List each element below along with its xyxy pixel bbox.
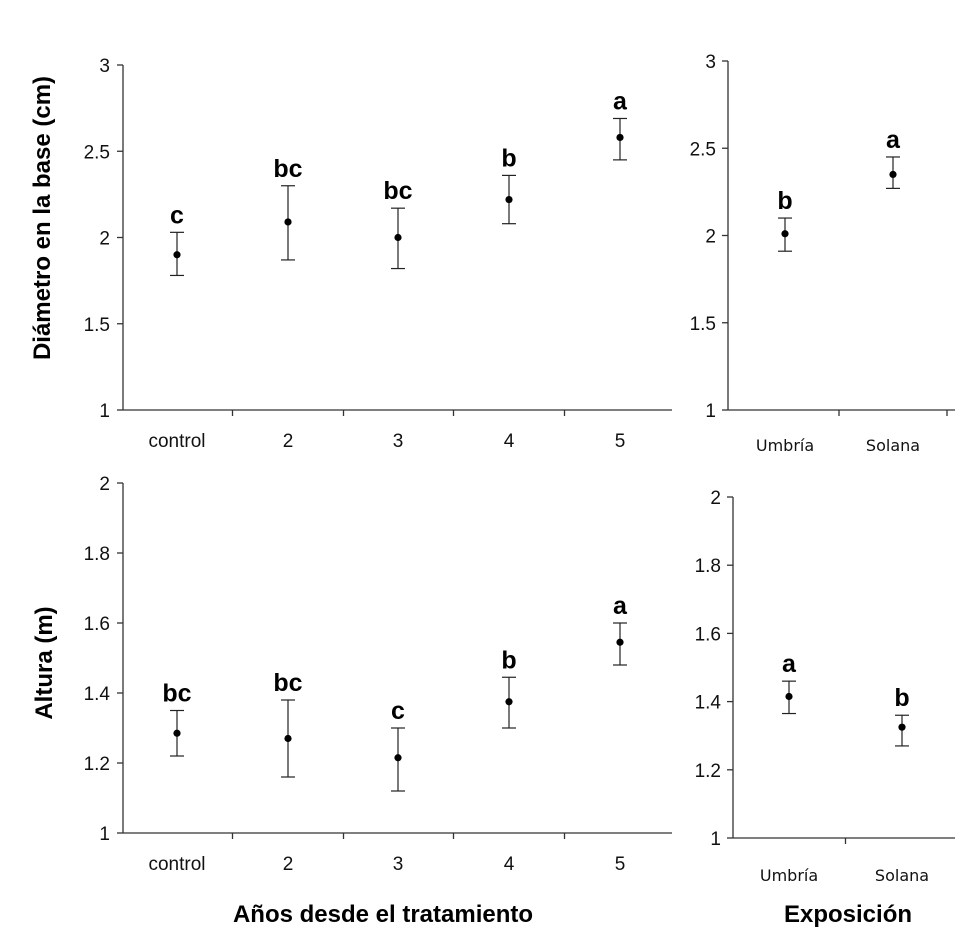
x-tick-label: Solana: [866, 436, 920, 455]
x-tick-label: Umbría: [760, 866, 818, 885]
significance-letter: bc: [273, 669, 302, 697]
y-tick-label: 2.5: [84, 142, 110, 163]
y-tick-label: 1: [710, 829, 721, 850]
x-tick-label: 2: [283, 854, 294, 875]
x-title-exposure: Exposición: [784, 901, 912, 928]
significance-letter: c: [391, 697, 405, 725]
significance-letter: bc: [273, 155, 302, 183]
y-title-height: Altura (m): [31, 606, 58, 719]
data-point: [505, 698, 513, 706]
data-point: [173, 729, 181, 737]
y-tick-label: 3: [99, 56, 110, 77]
y-tick-label: 1.8: [84, 544, 110, 565]
x-tick-label: Solana: [875, 866, 929, 885]
y-tick-label: 2: [710, 488, 721, 509]
significance-letter: bc: [162, 680, 191, 708]
y-tick-label: 1.6: [695, 624, 721, 645]
significance-letter: a: [613, 87, 628, 115]
x-tick-label: control: [148, 431, 205, 452]
y-tick-label: 1.6: [84, 614, 110, 635]
significance-letter: b: [501, 144, 516, 172]
data-point: [785, 692, 793, 701]
panels: 11.522.53controlc2bc3bc4b5a11.522.53Umbr…: [84, 52, 955, 885]
panel-height-exposure: 1 1.2 1.4 1.6 1.8 2 Umbría a Solana b: [695, 488, 955, 885]
significance-letter: a: [613, 592, 628, 620]
y-tick-label: 1: [705, 401, 716, 422]
x-tick-label: control: [148, 854, 205, 875]
x-tick-label: 5: [615, 431, 626, 452]
data-point: [898, 723, 906, 731]
y-tick-label: 1.4: [84, 684, 111, 705]
data-point: [616, 638, 624, 646]
x-tick-label: 4: [504, 431, 515, 452]
y-tick-label: 1.4: [695, 693, 722, 714]
significance-letter: b: [894, 684, 909, 712]
data-point: [284, 734, 292, 743]
y-tick-label: 1.2: [695, 761, 721, 782]
x-tick-label: 3: [393, 854, 404, 875]
x-tick-label: 2: [283, 431, 294, 452]
data-point: [505, 195, 513, 204]
significance-letter: a: [782, 650, 797, 678]
x-tick-label: 5: [615, 854, 626, 875]
data-point: [394, 754, 402, 762]
y-tick-label: 3: [705, 52, 716, 73]
panel-diameter-years: 1 1.5 2 2.5 3 control c 2 bc 3 bc 4 b 5 a: [84, 56, 672, 452]
y-tick-label: 2: [99, 229, 110, 250]
y-tick-label: 1: [99, 824, 110, 845]
significance-letter: c: [170, 201, 184, 229]
data-point: [616, 133, 624, 142]
significance-letter: b: [501, 646, 516, 674]
data-point: [173, 251, 181, 259]
y-tick-label: 2: [99, 474, 110, 495]
x-tick-label: 3: [393, 431, 404, 452]
y-tick-label: 1.8: [695, 556, 721, 577]
y-tick-label: 1.2: [84, 754, 110, 775]
panel-height-years: 1 1.2 1.4 1.6 1.8 2 control bc 2 bc 3 c 4 b 5 a: [84, 474, 672, 875]
y-tick-label: 1: [99, 401, 110, 422]
y-tick-label: 2: [705, 227, 716, 248]
x-tick-label: 4: [504, 854, 515, 875]
significance-letter: b: [777, 187, 792, 215]
panel-diameter-exposure: 1 1.5 2 2.5 3 Umbría b Solana a: [690, 52, 955, 455]
y-tick-label: 1.5: [84, 315, 110, 336]
data-point: [781, 230, 789, 238]
x-tick-label: Umbría: [756, 436, 814, 455]
y-title-diameter: Diámetro en la base (cm): [29, 76, 56, 360]
data-point: [394, 233, 402, 242]
x-title-years: Años desde el tratamiento: [233, 901, 533, 928]
data-point: [889, 170, 897, 179]
data-point: [284, 218, 292, 226]
significance-letter: bc: [383, 177, 412, 205]
y-tick-label: 2.5: [690, 139, 716, 160]
y-tick-label: 1.5: [690, 314, 716, 335]
significance-letter: a: [886, 126, 901, 154]
